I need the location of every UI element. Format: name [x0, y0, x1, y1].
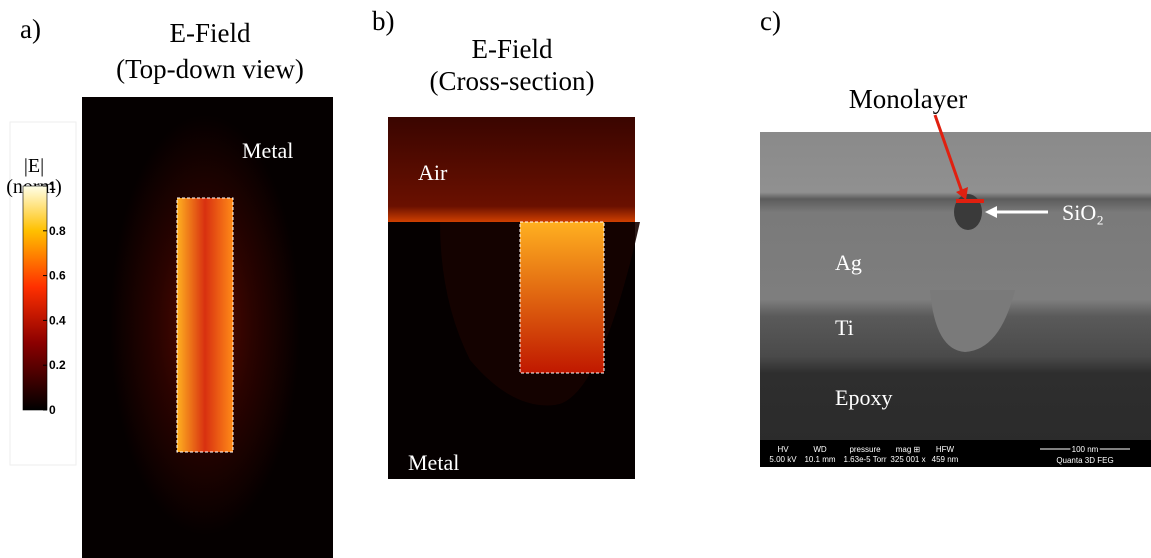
arrow — [933, 114, 964, 193]
colorbar-tick-label: 0.2 — [49, 358, 66, 372]
panel-title: E-Field — [170, 18, 251, 48]
panel-subtitle: (Cross-section) — [430, 66, 595, 96]
info-bar — [760, 440, 1151, 467]
colorbar-tick-label: 0.4 — [49, 313, 66, 327]
air-region — [388, 117, 635, 222]
panel-title: E-Field — [472, 34, 553, 64]
annotation: Metal — [408, 450, 459, 475]
annotation: Ag — [835, 250, 862, 275]
info-value: 459 nm — [932, 455, 959, 464]
info-value: 10.1 mm — [804, 455, 835, 464]
colorbar-tick-label: 1 — [49, 179, 56, 193]
colorbar — [22, 185, 48, 411]
info-label: HV — [777, 445, 789, 454]
colorbar-tick-label: 0.8 — [49, 224, 66, 238]
info-label: WD — [813, 445, 827, 454]
scale-label: 100 nm — [1072, 445, 1099, 454]
sem-feature — [930, 290, 1015, 352]
arrowhead — [985, 206, 997, 218]
callout: Monolayer — [849, 84, 967, 114]
info-label: pressure — [849, 445, 881, 454]
info-label: mag ⊞ — [896, 445, 921, 454]
colorbar-tick-label: 0 — [49, 403, 56, 417]
instrument: Quanta 3D FEG — [1056, 456, 1113, 465]
annotation: SiO₂ — [1062, 200, 1104, 225]
info-value: 1.63e-5 Torr — [844, 455, 887, 464]
colorbar-tick-label: 0.6 — [49, 269, 66, 283]
panel-label: b) — [372, 6, 395, 36]
colorbar-title: |E| — [24, 155, 44, 177]
panel-subtitle: (Top-down view) — [116, 54, 304, 84]
annotation: Air — [418, 160, 448, 185]
info-value: 5.00 kV — [769, 455, 797, 464]
panel-label: c) — [760, 6, 781, 36]
info-value: 325 001 x — [890, 455, 925, 464]
info-label: HFW — [936, 445, 955, 454]
annotation: Ti — [835, 315, 854, 340]
arrowhead — [956, 187, 968, 200]
annotation: Epoxy — [835, 385, 892, 410]
annotation: Metal — [242, 138, 293, 163]
panel-label: a) — [20, 14, 41, 44]
slot — [176, 197, 234, 453]
trench — [519, 221, 605, 374]
